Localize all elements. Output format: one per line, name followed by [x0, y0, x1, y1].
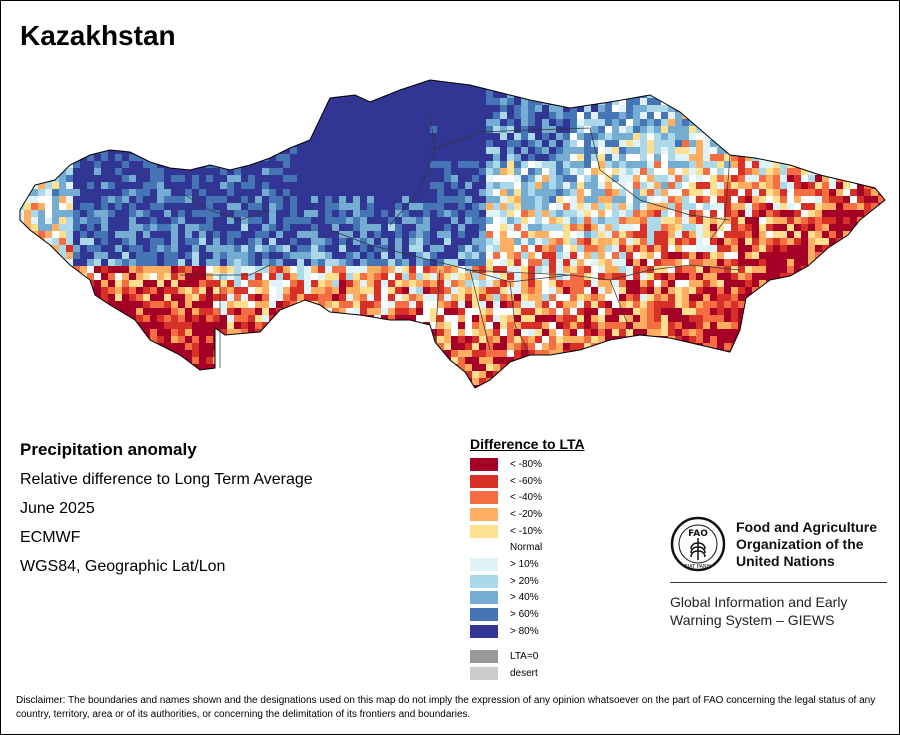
legend-label: > 20%: [510, 575, 539, 587]
legend-swatch: [470, 591, 498, 605]
legend-label: > 10%: [510, 558, 539, 570]
legend-label: > 80%: [510, 625, 539, 637]
kazakhstan-map: [19, 79, 886, 389]
legend-item: desert: [470, 665, 585, 682]
map-area: [10, 70, 890, 400]
legend-title: Difference to LTA: [470, 436, 585, 452]
legend-item: < -80%: [470, 456, 585, 473]
legend-swatch: [470, 624, 498, 638]
legend-label: < -20%: [510, 508, 542, 520]
legend-label: Normal: [510, 542, 543, 554]
legend-item: > 60%: [470, 606, 585, 623]
legend-swatch: [470, 524, 498, 538]
legend-swatch: [470, 557, 498, 571]
legend-swatch: [470, 507, 498, 521]
legend-item: > 40%: [470, 590, 585, 607]
map-source: ECMWF: [20, 529, 81, 546]
legend-item: > 80%: [470, 623, 585, 640]
legend-label: > 40%: [510, 592, 539, 604]
legend-swatch: [470, 574, 498, 588]
map-subtitle: Relative difference to Long Term Average: [20, 471, 313, 488]
legend-swatch: [470, 491, 498, 505]
legend-label: LTA=0: [510, 651, 539, 663]
legend-item: < -40%: [470, 489, 585, 506]
map-title: Kazakhstan: [20, 20, 176, 51]
disclaimer: Disclaimer: The boundaries and names sho…: [16, 695, 876, 720]
legend-swatch: [470, 650, 498, 664]
legend-label: > 60%: [510, 609, 539, 621]
legend-item: LTA=0: [470, 649, 585, 666]
fao-organization-name: Food and Agriculture Organization of the…: [736, 518, 878, 569]
legend-swatch: [470, 474, 498, 488]
fao-branding: FAO FIAT PANIS Food and Agriculture Orga…: [670, 516, 890, 629]
legend-swatch: [470, 457, 498, 471]
legend-item: > 10%: [470, 556, 585, 573]
map-projection: WGS84, Geographic Lat/Lon: [20, 558, 226, 575]
legend-label: desert: [510, 668, 538, 680]
fao-logo-icon: FAO FIAT PANIS: [670, 516, 726, 572]
map-heading: Precipitation anomaly: [20, 440, 197, 459]
fao-divider: [670, 582, 887, 583]
legend-label: < -10%: [510, 525, 542, 537]
legend-item: < -60%: [470, 473, 585, 490]
admin-boundaries: [180, 114, 741, 368]
legend-swatch: [470, 608, 498, 622]
legend-item: Normal: [470, 539, 585, 556]
legend-label: < -80%: [510, 458, 542, 470]
map-info-block: Precipitation anomaly Relative differenc…: [20, 440, 313, 587]
map-date: June 2025: [20, 500, 95, 517]
legend-item: > 20%: [470, 573, 585, 590]
legend-label: < -40%: [510, 492, 542, 504]
legend: Difference to LTA < -80% < -60% < -40% < -2…: [470, 436, 585, 682]
giews-name: Global Information and Early Warning Sys…: [670, 594, 848, 628]
legend-label: < -60%: [510, 475, 542, 487]
legend-item: < -10%: [470, 523, 585, 540]
legend-item: < -20%: [470, 506, 585, 523]
legend-swatch: [470, 667, 498, 681]
